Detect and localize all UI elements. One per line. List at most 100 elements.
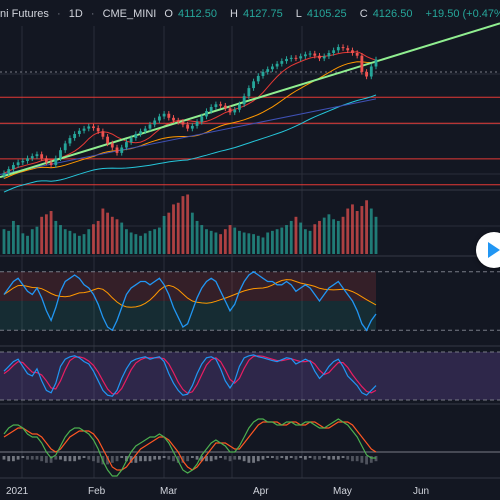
volume-bar	[233, 227, 237, 254]
macd-histogram-bar	[59, 456, 62, 460]
volume-bar	[200, 225, 204, 254]
volume-bar	[44, 214, 48, 254]
candle-body	[341, 47, 345, 49]
candle-body	[336, 47, 340, 51]
go-to-realtime-button[interactable]	[476, 232, 500, 268]
candle-body	[332, 50, 336, 53]
open-value: 4112.50	[177, 8, 217, 20]
volume-bar	[327, 214, 331, 254]
volume-bar	[270, 230, 274, 254]
macd-histogram-bar	[261, 456, 265, 460]
volume-bar	[228, 225, 232, 254]
stochastic-pane[interactable]	[0, 351, 500, 401]
macd-histogram-bar	[270, 456, 274, 458]
candle-body	[186, 124, 190, 129]
macd-histogram-bar	[21, 456, 25, 458]
symbol-name[interactable]: ni Futures	[0, 8, 49, 20]
macd-histogram-bar	[129, 456, 133, 463]
price-pane[interactable]	[0, 22, 500, 193]
volume-bar	[92, 224, 95, 254]
volume-bar	[139, 235, 142, 254]
oscillator-pane[interactable]	[0, 271, 500, 332]
candle-body	[49, 162, 53, 166]
macd-histogram-bar	[40, 456, 44, 462]
candle-body	[96, 128, 100, 132]
volume-bar	[167, 212, 171, 254]
candle-body	[7, 169, 11, 174]
candle-body	[261, 71, 265, 76]
volume-bar	[360, 206, 364, 254]
volume-bar	[16, 225, 20, 254]
macd-histogram-bar	[115, 456, 119, 462]
macd-histogram-bar	[336, 456, 340, 460]
macd-histogram-bar	[299, 456, 303, 458]
ohlc-high: H 4127.75	[230, 8, 288, 20]
volume-bar	[59, 225, 62, 254]
candle-body	[40, 154, 44, 159]
macd-histogram-bar	[238, 456, 241, 460]
candle-body	[82, 128, 86, 131]
candle-body	[110, 143, 114, 148]
separator-2: ·	[90, 8, 95, 20]
high-value: 4127.75	[242, 8, 283, 20]
volume-bar	[289, 220, 293, 254]
play-icon	[488, 242, 500, 258]
macd-histogram-bar	[200, 456, 204, 462]
macd-pane[interactable]	[0, 418, 500, 477]
candle-body	[346, 48, 350, 51]
candle-body	[205, 111, 208, 117]
macd-histogram-bar	[294, 456, 298, 460]
candle-body	[294, 57, 298, 59]
candle-body	[87, 126, 91, 129]
candle-body	[322, 56, 326, 59]
candle-body	[73, 134, 77, 139]
macd-histogram-bar	[35, 456, 39, 460]
volume-bar	[110, 216, 114, 254]
candle-body	[176, 120, 180, 122]
time-label: Jun	[413, 486, 429, 497]
candle-body	[120, 147, 124, 153]
volume-bar	[219, 234, 223, 254]
macd-histogram-bar	[365, 456, 368, 465]
volume-bar	[63, 229, 67, 254]
candle-body	[195, 121, 199, 126]
interval[interactable]: 1D	[68, 8, 83, 20]
low-value: 4105.25	[306, 8, 347, 20]
candle-body	[77, 130, 81, 134]
candle-body	[299, 56, 303, 59]
time-label: Mar	[160, 486, 178, 497]
macd-histogram-bar	[54, 456, 58, 460]
volume-bar	[238, 230, 241, 254]
volume-pane[interactable]	[2, 194, 378, 254]
volume-bar	[30, 229, 34, 254]
macd-histogram-bar	[275, 456, 279, 460]
candle-body	[233, 109, 237, 113]
volume-bar	[77, 235, 81, 254]
volume-bar	[195, 220, 199, 254]
macd-histogram-bar	[172, 456, 175, 462]
ma-fast-line	[3, 51, 377, 174]
volume-bar	[157, 227, 161, 254]
macd-histogram-bar	[110, 456, 114, 463]
candle-body	[256, 75, 260, 82]
candle-body	[101, 131, 105, 137]
ma-slow-line	[3, 94, 377, 193]
volume-bar	[172, 204, 175, 254]
macd-histogram-bar	[209, 456, 213, 462]
candle-body	[12, 165, 15, 170]
macd-histogram-bar	[327, 456, 331, 460]
candle-body	[327, 53, 331, 57]
volume-bar	[101, 208, 105, 254]
volume-bar	[153, 229, 157, 254]
candle-body	[153, 120, 157, 125]
candle-body	[219, 104, 223, 106]
macd-histogram-bar	[322, 456, 326, 458]
candle-body	[247, 88, 251, 97]
volume-bar	[294, 216, 298, 254]
volume-bar	[299, 222, 303, 254]
macd-histogram-bar	[360, 456, 364, 463]
macd-histogram-bar	[341, 456, 345, 458]
macd-histogram-bar	[252, 456, 255, 463]
volume-bar	[369, 208, 373, 254]
